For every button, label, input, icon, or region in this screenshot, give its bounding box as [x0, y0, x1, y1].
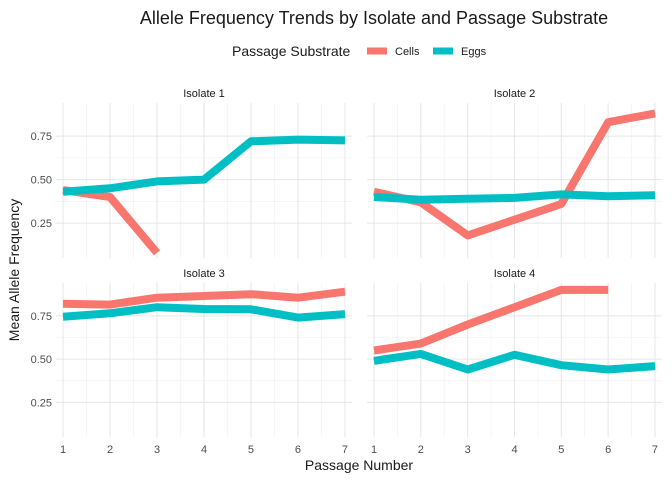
x-tick-label: 5	[558, 444, 564, 456]
y-axis-label: Mean Allele Frequency	[6, 199, 22, 341]
legend-label-eggs: Eggs	[461, 46, 487, 58]
x-axis-label: Passage Number	[305, 457, 414, 473]
panel-3-strip-label: Isolate 3	[183, 268, 225, 280]
panel-2: Isolate 2	[367, 88, 662, 258]
legend-label-cells: Cells	[395, 46, 420, 58]
x-tick-label: 5	[248, 444, 254, 456]
panel-2-line-eggs	[373, 190, 656, 204]
y-tick-label: 0.50	[31, 175, 52, 187]
x-tick-label: 3	[154, 444, 160, 456]
x-tick-label: 4	[201, 444, 207, 456]
y-tick-label: 0.25	[31, 218, 52, 230]
panel-1: Isolate 1 0.25 0.50 0.75	[31, 88, 352, 258]
x-tick-label: 4	[511, 444, 517, 456]
panel-3-line-eggs	[62, 303, 346, 322]
legend-title: Passage Substrate	[232, 43, 351, 59]
x-tick-label: 1	[371, 444, 377, 456]
legend: Passage Substrate Cells Eggs	[232, 43, 487, 59]
facet-panels: Isolate 1 0.25 0.50 0.75 Isolate 2 Isolate 3 0…	[31, 88, 662, 456]
panel-2-strip-label: Isolate 2	[494, 88, 536, 100]
y-tick-label: 0.25	[31, 397, 52, 409]
panel-4-line-eggs	[373, 349, 656, 374]
x-tick-label: 7	[342, 444, 348, 456]
y-tick-label: 0.75	[31, 131, 52, 143]
x-tick-label: 6	[605, 444, 611, 456]
y-tick-label: 0.50	[31, 354, 52, 366]
chart-title: Allele Frequency Trends by Isolate and P…	[140, 8, 608, 28]
x-tick-label: 1	[60, 444, 66, 456]
x-tick-label: 2	[418, 444, 424, 456]
panel-4-strip-label: Isolate 4	[494, 268, 536, 280]
x-tick-label: 3	[465, 444, 471, 456]
panel-3-line-cells	[62, 287, 346, 309]
panel-4: Isolate 4 1 2 3 4 5 6 7	[367, 268, 662, 456]
x-tick-label: 2	[107, 444, 113, 456]
panel-1-strip-label: Isolate 1	[183, 88, 225, 100]
panel-4-line-cells	[373, 285, 609, 355]
panel-3: Isolate 3 0.25 0.50 0.75 1 2 3 4 5 6 7	[31, 268, 352, 456]
x-tick-label: 7	[652, 444, 658, 456]
panel-1-line-eggs	[62, 135, 346, 196]
y-tick-label: 0.75	[31, 311, 52, 323]
x-tick-label: 6	[295, 444, 301, 456]
